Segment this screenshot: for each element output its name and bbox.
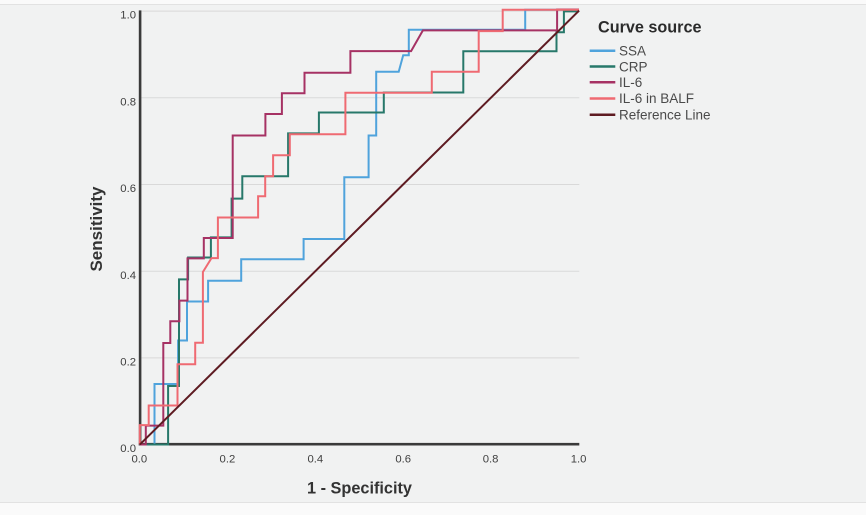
svg-text:Curve source: Curve source (598, 18, 701, 36)
svg-text:Sensitivity: Sensitivity (87, 186, 106, 272)
svg-text:SSA: SSA (619, 44, 646, 59)
svg-text:0.2: 0.2 (120, 357, 136, 369)
svg-text:1 - Specificity: 1 - Specificity (307, 480, 412, 498)
svg-text:0.8: 0.8 (483, 454, 499, 466)
svg-text:0.4: 0.4 (120, 270, 136, 282)
svg-text:0.0: 0.0 (131, 454, 147, 466)
svg-text:1.0: 1.0 (571, 454, 587, 466)
svg-text:0.0: 0.0 (120, 443, 136, 455)
svg-text:0.6: 0.6 (120, 183, 136, 195)
svg-text:CRP: CRP (619, 59, 648, 74)
svg-text:0.2: 0.2 (220, 454, 236, 466)
svg-text:IL-6: IL-6 (619, 75, 642, 90)
svg-text:1.0: 1.0 (120, 10, 136, 22)
svg-text:0.8: 0.8 (120, 96, 136, 108)
svg-text:Reference Line: Reference Line (619, 108, 711, 123)
svg-text:0.4: 0.4 (307, 454, 323, 466)
svg-text:0.6: 0.6 (395, 454, 411, 466)
svg-text:IL-6 in BALF: IL-6 in BALF (619, 91, 694, 106)
